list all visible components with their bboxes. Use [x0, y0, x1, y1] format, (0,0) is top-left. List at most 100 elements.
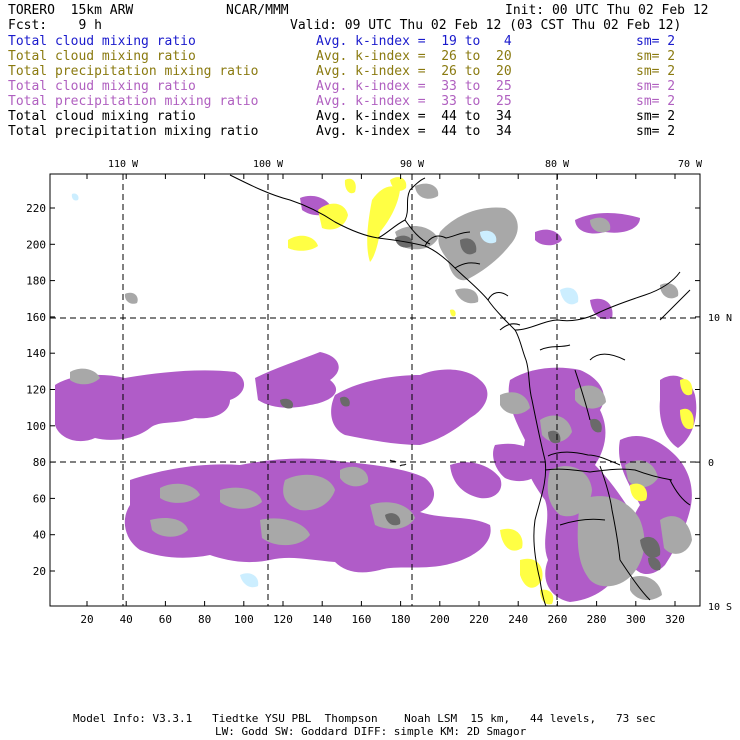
header-init: Init: 00 UTC Thu 02 Feb 12	[505, 3, 709, 18]
y-tick-label: 160	[26, 311, 46, 324]
x-tick-label: 200	[430, 613, 450, 626]
field-cloud-light	[450, 309, 456, 317]
field-cloud	[260, 518, 310, 546]
field-cloud-dense	[280, 398, 294, 409]
country-border	[399, 463, 407, 467]
field-cloud	[630, 575, 662, 601]
x-tick-label: 280	[587, 613, 607, 626]
field-precipitation	[590, 298, 613, 320]
longitude-label: 90 W	[400, 159, 425, 170]
field-cloud	[625, 460, 658, 488]
country-border	[454, 262, 481, 269]
field-cloud-dense	[640, 536, 661, 558]
legend-sm: sm= 2	[636, 94, 676, 109]
legend-sm: sm= 2	[636, 109, 676, 124]
latitude-label: 10 N	[708, 313, 732, 324]
field-cloud	[577, 496, 645, 587]
y-tick-label: 200	[26, 238, 46, 251]
country-border	[619, 559, 651, 601]
header-fcst: Fcst: 9 h	[8, 18, 102, 33]
field-cloud-dense	[340, 396, 350, 407]
country-border	[599, 465, 621, 561]
field-cloud	[220, 487, 262, 509]
field-cloud-light	[390, 177, 407, 191]
field-cloud	[70, 368, 100, 385]
field-precipitation	[450, 462, 502, 499]
field-low-kindex	[480, 230, 497, 244]
field-cloud	[438, 207, 518, 281]
field-cloud-dense	[648, 557, 661, 571]
legend-sm: sm= 2	[636, 124, 676, 139]
y-tick-label: 40	[33, 529, 46, 542]
x-tick-label: 140	[312, 613, 332, 626]
field-cloud	[660, 283, 679, 299]
country-border	[487, 292, 509, 301]
field-cloud-light	[367, 186, 400, 262]
country-border	[547, 451, 621, 466]
country-border	[404, 219, 431, 245]
x-tick-label: 260	[547, 613, 567, 626]
field-cloud-light	[520, 558, 543, 588]
x-tick-label: 60	[159, 613, 172, 626]
legend-label: Total cloud mixing ratio	[8, 49, 196, 64]
field-cloud	[575, 385, 606, 409]
y-tick-label: 140	[26, 347, 46, 360]
x-tick-label: 100	[234, 613, 254, 626]
field-precipitation	[535, 229, 562, 246]
field-precipitation	[124, 458, 491, 573]
latitude-label: 10 S	[708, 602, 732, 613]
legend-kindex: Avg. k-index = 26 to 20	[316, 64, 512, 79]
field-cloud-dense	[548, 430, 561, 444]
x-tick-label: 320	[665, 613, 685, 626]
y-tick-label: 100	[26, 420, 46, 433]
x-tick-label: 220	[469, 613, 489, 626]
legend-sm: sm= 2	[636, 64, 676, 79]
legend-kindex: Avg. k-index = 19 to 4	[316, 34, 512, 49]
x-tick-label: 300	[626, 613, 646, 626]
longitude-label: 80 W	[545, 159, 570, 170]
legend-label: Total cloud mixing ratio	[8, 109, 196, 124]
country-border	[514, 271, 681, 331]
legend-sm: sm= 2	[636, 34, 676, 49]
x-tick-label: 240	[508, 613, 528, 626]
legend-label: Total precipitation mixing ratio	[8, 64, 259, 79]
field-cloud	[500, 392, 530, 415]
field-cloud-dense	[590, 418, 602, 433]
x-tick-label: 40	[120, 613, 133, 626]
footer-line1: Model Info: V3.3.1 Tiedtke YSU PBL Thomp…	[73, 712, 656, 725]
country-border	[424, 231, 471, 247]
country-border	[574, 369, 591, 421]
y-tick-label: 220	[26, 202, 46, 215]
y-tick-label: 20	[33, 565, 46, 578]
field-cloud	[124, 292, 138, 304]
country-border	[669, 479, 691, 506]
country-border	[229, 174, 547, 607]
field-precipitation	[255, 352, 339, 408]
country-border	[499, 323, 521, 331]
longitude-label: 100 W	[253, 159, 284, 170]
x-tick-label: 80	[198, 613, 211, 626]
field-cloud-light	[318, 203, 348, 230]
y-tick-label: 60	[33, 492, 46, 505]
field-cloud-light	[630, 483, 648, 502]
footer-line2: LW: Godd SW: Goddard DIFF: simple KM: 2D…	[215, 725, 527, 738]
field-cloud	[590, 217, 611, 233]
country-border	[544, 468, 673, 481]
x-tick-label: 20	[80, 613, 93, 626]
country-border	[377, 177, 426, 239]
x-tick-label: 160	[351, 613, 371, 626]
field-cloud	[160, 483, 200, 503]
legend-sm: sm= 2	[636, 49, 676, 64]
longitude-label: 110 W	[108, 159, 139, 170]
country-border	[589, 353, 626, 361]
field-low-kindex	[71, 193, 79, 201]
legend-label: Total cloud mixing ratio	[8, 34, 196, 49]
y-tick-label: 80	[33, 456, 46, 469]
country-border	[659, 289, 691, 321]
field-cloud	[340, 466, 369, 487]
legend-label: Total cloud mixing ratio	[8, 79, 196, 94]
field-cloud-light	[540, 589, 554, 605]
longitude-label: 70 W	[678, 159, 703, 170]
header-org: NCAR/MMM	[226, 3, 289, 18]
field-cloud	[540, 415, 572, 443]
